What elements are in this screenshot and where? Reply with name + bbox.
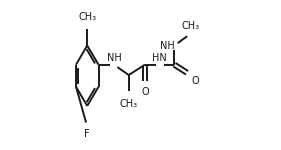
Text: CH₃: CH₃ [120, 99, 138, 109]
Text: O: O [191, 76, 199, 86]
Text: CH₃: CH₃ [78, 12, 96, 22]
Text: HN: HN [152, 53, 167, 63]
Text: F: F [84, 129, 90, 139]
Text: NH: NH [106, 53, 121, 63]
Text: NH: NH [160, 40, 175, 51]
Text: CH₃: CH₃ [182, 21, 200, 31]
Text: O: O [141, 87, 149, 97]
